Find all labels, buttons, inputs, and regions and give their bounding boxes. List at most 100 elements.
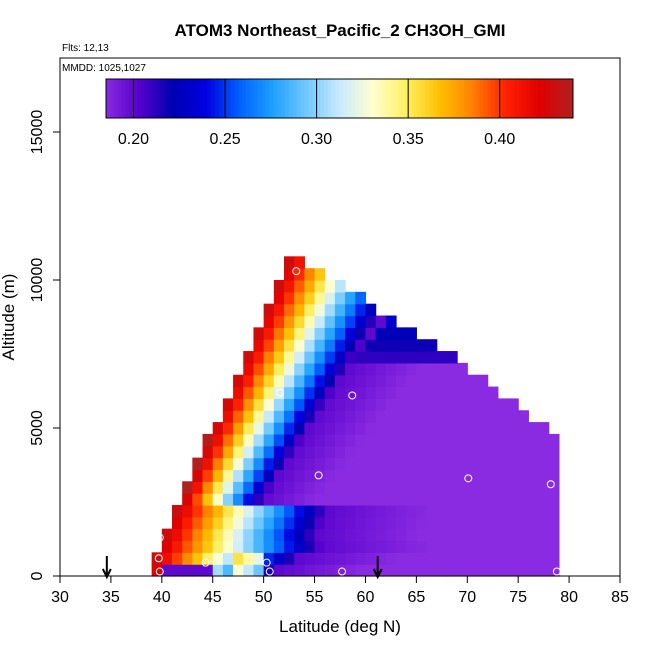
heatmap-cell: [324, 564, 336, 577]
colorbar-swatch: [358, 79, 364, 118]
heatmap-cell: [345, 303, 356, 317]
heatmap-cell: [314, 528, 326, 542]
x-axis: 30 35 40 45 50 55 60 65 70 75 80 85: [51, 576, 629, 606]
y-axis: 0 5000 10000 15000: [29, 110, 60, 580]
colorbar-swatch: [183, 79, 189, 118]
colorbar-swatch: [448, 79, 453, 118]
heatmap-cell: [345, 504, 356, 518]
heatmap-cell: [385, 516, 397, 530]
heatmap-cell: [508, 481, 519, 494]
heatmap-cell: [202, 457, 214, 471]
heatmap-cell: [263, 351, 275, 364]
heatmap-cell: [253, 457, 265, 471]
heatmap-cell: [284, 410, 295, 423]
heatmap-cell: [467, 398, 479, 411]
plot-frame: [59, 57, 621, 577]
heatmap-cell: [273, 493, 285, 506]
heatmap-cell: [548, 493, 560, 506]
heatmap-cell: [406, 516, 417, 530]
heatmap-cell: [477, 422, 489, 435]
heatmap-cell: [243, 516, 255, 530]
heatmap-cell: [375, 362, 387, 376]
heatmap-cell: [284, 433, 295, 447]
heatmap-cell: [385, 362, 397, 376]
heatmap-cell: [426, 398, 438, 411]
heatmap-cell: [284, 540, 295, 553]
heatmap-cell: [487, 469, 499, 482]
heatmap-cell: [253, 386, 265, 399]
colorbar-swatch: [537, 79, 543, 118]
heatmap-cell: [182, 528, 193, 542]
heatmap-cell: [457, 540, 468, 553]
heatmap-cell: [396, 410, 407, 423]
heatmap-cell: [375, 552, 387, 565]
heatmap-cell: [263, 481, 275, 494]
heatmap-cell: [385, 481, 397, 494]
heatmap-cell: [406, 422, 417, 435]
heatmap-cell: [172, 564, 183, 577]
heatmap-cell: [355, 433, 367, 447]
heatmap-cell: [385, 493, 397, 506]
heatmap-cell: [222, 540, 234, 553]
heatmap-cell: [243, 540, 255, 553]
heatmap-cell: [416, 433, 428, 447]
heatmap-cell: [212, 540, 224, 553]
heatmap-cell: [497, 564, 509, 577]
heatmap-cell: [436, 410, 448, 423]
heatmap-cell: [406, 327, 417, 340]
heatmap-cell: [212, 504, 224, 518]
heatmap-cell: [334, 410, 346, 423]
heatmap-cell: [477, 516, 489, 530]
colorbar-swatch: [320, 79, 325, 118]
heatmap-cell: [334, 422, 346, 435]
heatmap-cell: [355, 422, 367, 435]
heatmap-cell: [508, 398, 519, 411]
colorbar-swatch: [312, 79, 317, 118]
heatmap-cell: [396, 398, 407, 411]
heatmap-cell: [426, 386, 438, 399]
heatmap-cell: [314, 504, 326, 518]
heatmap-cell: [172, 552, 183, 565]
heatmap-cell: [355, 410, 367, 423]
heatmap-cell: [243, 504, 255, 518]
heatmap-cell: [457, 374, 468, 388]
heatmap-cell: [426, 504, 438, 518]
heatmap-cell: [426, 410, 438, 423]
heatmap-cell: [436, 386, 448, 399]
heatmap-cell: [222, 422, 234, 435]
y-tick-label: 5000: [29, 410, 46, 446]
heatmap-cell: [334, 481, 346, 494]
heatmap-cell: [548, 469, 560, 482]
sample-point: [338, 567, 347, 576]
heatmap-cell: [243, 469, 255, 482]
heatmap-cell: [365, 481, 377, 494]
heatmap-cell: [345, 433, 356, 447]
heatmap-cell: [284, 481, 295, 494]
heatmap-cell: [426, 457, 438, 471]
heatmap-cell: [345, 540, 356, 553]
colorbar-swatch: [269, 79, 274, 118]
heatmap-cell: [385, 351, 397, 364]
heatmap-cell: [538, 493, 550, 506]
heatmap-cell: [416, 552, 428, 565]
colorbar-swatch: [413, 79, 418, 118]
heatmap-cell: [416, 516, 428, 530]
heatmap-cell: [273, 540, 285, 553]
heatmap-cell: [233, 422, 244, 435]
heatmap-cell: [284, 280, 295, 293]
heatmap-cell: [273, 504, 285, 518]
heatmap-cell: [375, 457, 387, 471]
colorbar-swatch: [308, 79, 313, 118]
colorbar-swatch: [218, 79, 224, 118]
heatmap-cell: [385, 327, 397, 340]
colorbar-swatch: [203, 79, 208, 118]
heatmap-cell: [497, 540, 509, 553]
heatmap-cell: [436, 540, 448, 553]
heatmap-cell: [324, 386, 336, 399]
heatmap-cell: [304, 398, 316, 411]
colorbar-swatch: [253, 79, 259, 118]
heatmap-cell: [477, 445, 489, 459]
heatmap-cell: [477, 469, 489, 482]
x-tick-label: 60: [357, 589, 375, 606]
heatmap-cell: [457, 493, 468, 506]
